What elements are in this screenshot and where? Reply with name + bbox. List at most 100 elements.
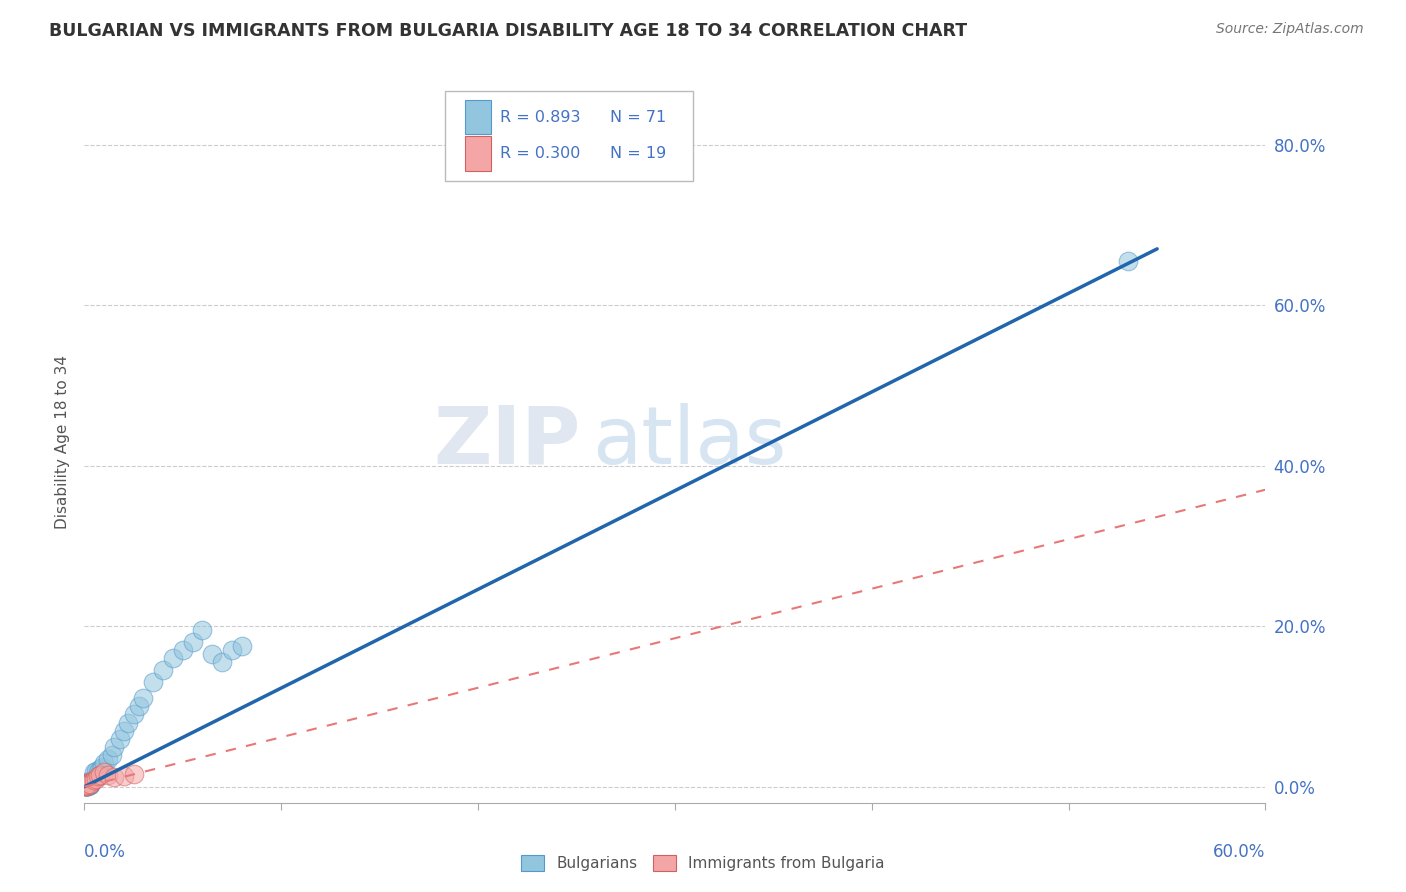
Point (87, 765, 110, 780)
Point (75, 776, 97, 790)
Point (77, 777, 100, 791)
Text: Source: ZipAtlas.com: Source: ZipAtlas.com (1216, 22, 1364, 37)
Point (75, 779, 97, 793)
Point (75, 778, 97, 792)
Point (75, 778, 97, 792)
Point (93, 765, 115, 780)
Point (75, 779, 97, 793)
Point (83, 772, 105, 786)
Point (122, 767, 145, 781)
Text: 0.0%: 0.0% (84, 843, 127, 861)
Point (75, 778, 97, 792)
Point (79, 776, 101, 790)
Point (89, 767, 111, 781)
Text: N = 71: N = 71 (610, 110, 666, 125)
Point (108, 731, 131, 746)
FancyBboxPatch shape (444, 91, 693, 181)
Point (97, 751, 120, 765)
Point (82, 773, 104, 788)
Point (75, 779, 97, 793)
Point (77, 776, 100, 790)
Point (181, 635, 204, 649)
Point (77, 779, 100, 793)
Point (77, 777, 100, 791)
Point (79, 776, 101, 790)
Point (77, 777, 100, 791)
Point (79, 778, 101, 792)
Point (75, 777, 97, 791)
Point (79, 775, 101, 789)
Point (89, 762, 111, 776)
Point (77, 777, 100, 791)
Point (1116, 253, 1139, 268)
Y-axis label: Disability Age 18 to 34: Disability Age 18 to 34 (55, 354, 70, 529)
Point (87, 767, 110, 781)
Point (79, 777, 101, 791)
Point (84, 764, 107, 778)
Point (79, 776, 101, 790)
Text: R = 0.893: R = 0.893 (501, 110, 581, 125)
Point (77, 776, 100, 790)
Point (77, 778, 100, 792)
Point (112, 723, 135, 738)
Point (97, 767, 120, 781)
Point (79, 776, 101, 790)
Point (77, 779, 100, 793)
Point (77, 776, 100, 790)
FancyBboxPatch shape (464, 100, 491, 135)
Point (75, 778, 97, 792)
Text: ZIP: ZIP (433, 402, 581, 481)
Point (77, 777, 100, 791)
Point (91, 760, 114, 774)
Point (77, 777, 100, 791)
Point (75, 779, 97, 793)
Point (75, 777, 97, 791)
Point (122, 707, 145, 722)
Point (84, 772, 107, 786)
Point (79, 775, 101, 789)
Point (83, 773, 105, 788)
FancyBboxPatch shape (464, 136, 491, 170)
Point (103, 739, 125, 754)
Point (75, 776, 97, 790)
Point (201, 648, 224, 662)
Point (83, 765, 105, 780)
Point (79, 776, 101, 790)
Point (77, 776, 100, 790)
Point (211, 655, 233, 669)
Point (79, 776, 101, 790)
Point (77, 777, 100, 791)
Point (132, 691, 155, 706)
Point (84, 770, 107, 784)
Point (172, 643, 194, 657)
Point (89, 767, 111, 781)
Point (142, 675, 165, 690)
Legend: Bulgarians, Immigrants from Bulgaria: Bulgarians, Immigrants from Bulgaria (515, 849, 891, 877)
Point (93, 756, 115, 770)
Point (128, 699, 150, 714)
Point (77, 776, 100, 790)
Text: R = 0.300: R = 0.300 (501, 145, 581, 161)
Point (162, 651, 184, 665)
Point (221, 643, 243, 657)
Point (101, 747, 124, 762)
Point (77, 778, 100, 792)
Point (79, 778, 101, 792)
Point (75, 779, 97, 793)
Point (191, 623, 214, 637)
Point (75, 778, 97, 792)
Text: N = 19: N = 19 (610, 145, 666, 161)
Point (75, 779, 97, 793)
Point (77, 777, 100, 791)
Point (231, 639, 253, 653)
Point (112, 769, 135, 783)
Point (75, 775, 97, 789)
Point (75, 778, 97, 792)
Text: BULGARIAN VS IMMIGRANTS FROM BULGARIA DISABILITY AGE 18 TO 34 CORRELATION CHART: BULGARIAN VS IMMIGRANTS FROM BULGARIA DI… (49, 22, 967, 40)
Point (77, 778, 100, 792)
Point (103, 770, 125, 784)
Point (75, 779, 97, 793)
Point (117, 715, 139, 730)
Point (152, 664, 174, 678)
Point (77, 778, 100, 792)
